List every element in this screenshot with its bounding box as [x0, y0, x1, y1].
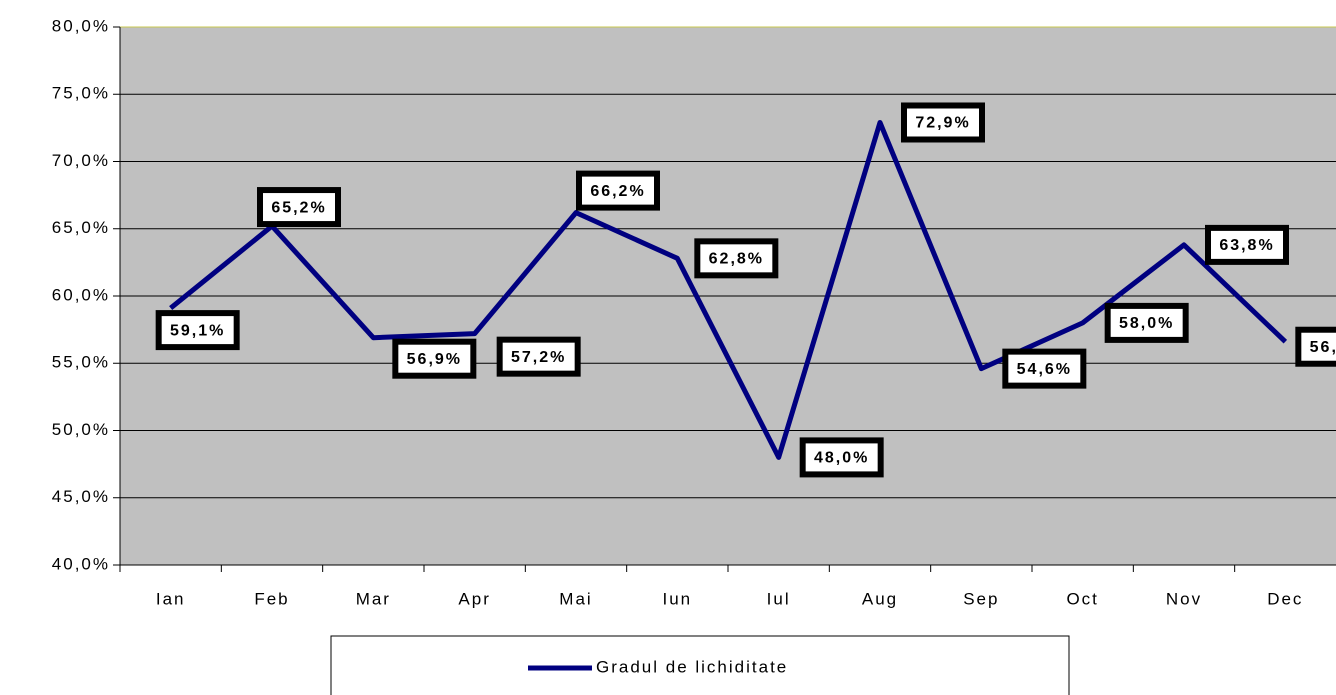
- x-tick-label: Dec: [1267, 589, 1303, 608]
- y-tick-label: 45,0%: [52, 487, 110, 506]
- value-label: 57,2%: [511, 349, 566, 366]
- x-tick-label: Mai: [559, 589, 592, 608]
- y-tick-label: 40,0%: [52, 554, 110, 573]
- value-label: 65,2%: [271, 199, 326, 216]
- value-label: 56,9%: [407, 351, 462, 368]
- value-label-box: [901, 102, 985, 143]
- value-label-box: [1205, 224, 1289, 265]
- x-tick-label: Iun: [663, 589, 693, 608]
- y-tick-label: 60,0%: [52, 285, 110, 304]
- y-tick-label: 80,0%: [52, 16, 110, 35]
- x-tick-label: Feb: [254, 589, 289, 608]
- value-label: 62,8%: [709, 251, 764, 268]
- y-tick-label: 55,0%: [52, 353, 110, 372]
- value-label-box: [392, 338, 477, 379]
- value-label: 56,6%: [1310, 339, 1336, 356]
- y-tick-label: 70,0%: [52, 151, 110, 170]
- value-label: 48,0%: [814, 450, 869, 467]
- value-label-box: [257, 187, 341, 228]
- value-label-box: [1295, 326, 1336, 367]
- x-tick-label: Iul: [767, 589, 791, 608]
- value-label-box: [1002, 348, 1087, 389]
- x-tick-label: Ian: [156, 589, 186, 608]
- x-tick-label: Sep: [963, 589, 999, 608]
- value-label-box: [155, 310, 240, 351]
- x-tick-label: Nov: [1166, 589, 1202, 608]
- value-label-box: [496, 336, 581, 377]
- x-tick-label: Aug: [862, 589, 898, 608]
- value-label: 72,9%: [915, 115, 970, 132]
- value-label: 59,1%: [170, 322, 225, 339]
- y-tick-label: 75,0%: [52, 84, 110, 103]
- legend-label: Gradul de lichiditate: [596, 657, 788, 676]
- x-tick-label: Oct: [1066, 589, 1098, 608]
- value-label-box: [576, 170, 660, 211]
- data-line: [169, 119, 1288, 460]
- value-label: 66,2%: [590, 183, 645, 200]
- x-tick-label: Mar: [356, 589, 391, 608]
- legend-box: [330, 635, 1070, 695]
- value-label-box: [694, 238, 779, 279]
- y-tick-label: 65,0%: [52, 218, 110, 237]
- x-tick-label: Apr: [458, 589, 490, 608]
- value-label-box: [799, 437, 884, 478]
- value-label: 63,8%: [1219, 237, 1274, 254]
- value-label: 58,0%: [1119, 315, 1174, 332]
- value-label: 54,6%: [1017, 361, 1072, 378]
- y-tick-label: 50,0%: [52, 420, 110, 439]
- value-label-box: [1104, 302, 1189, 343]
